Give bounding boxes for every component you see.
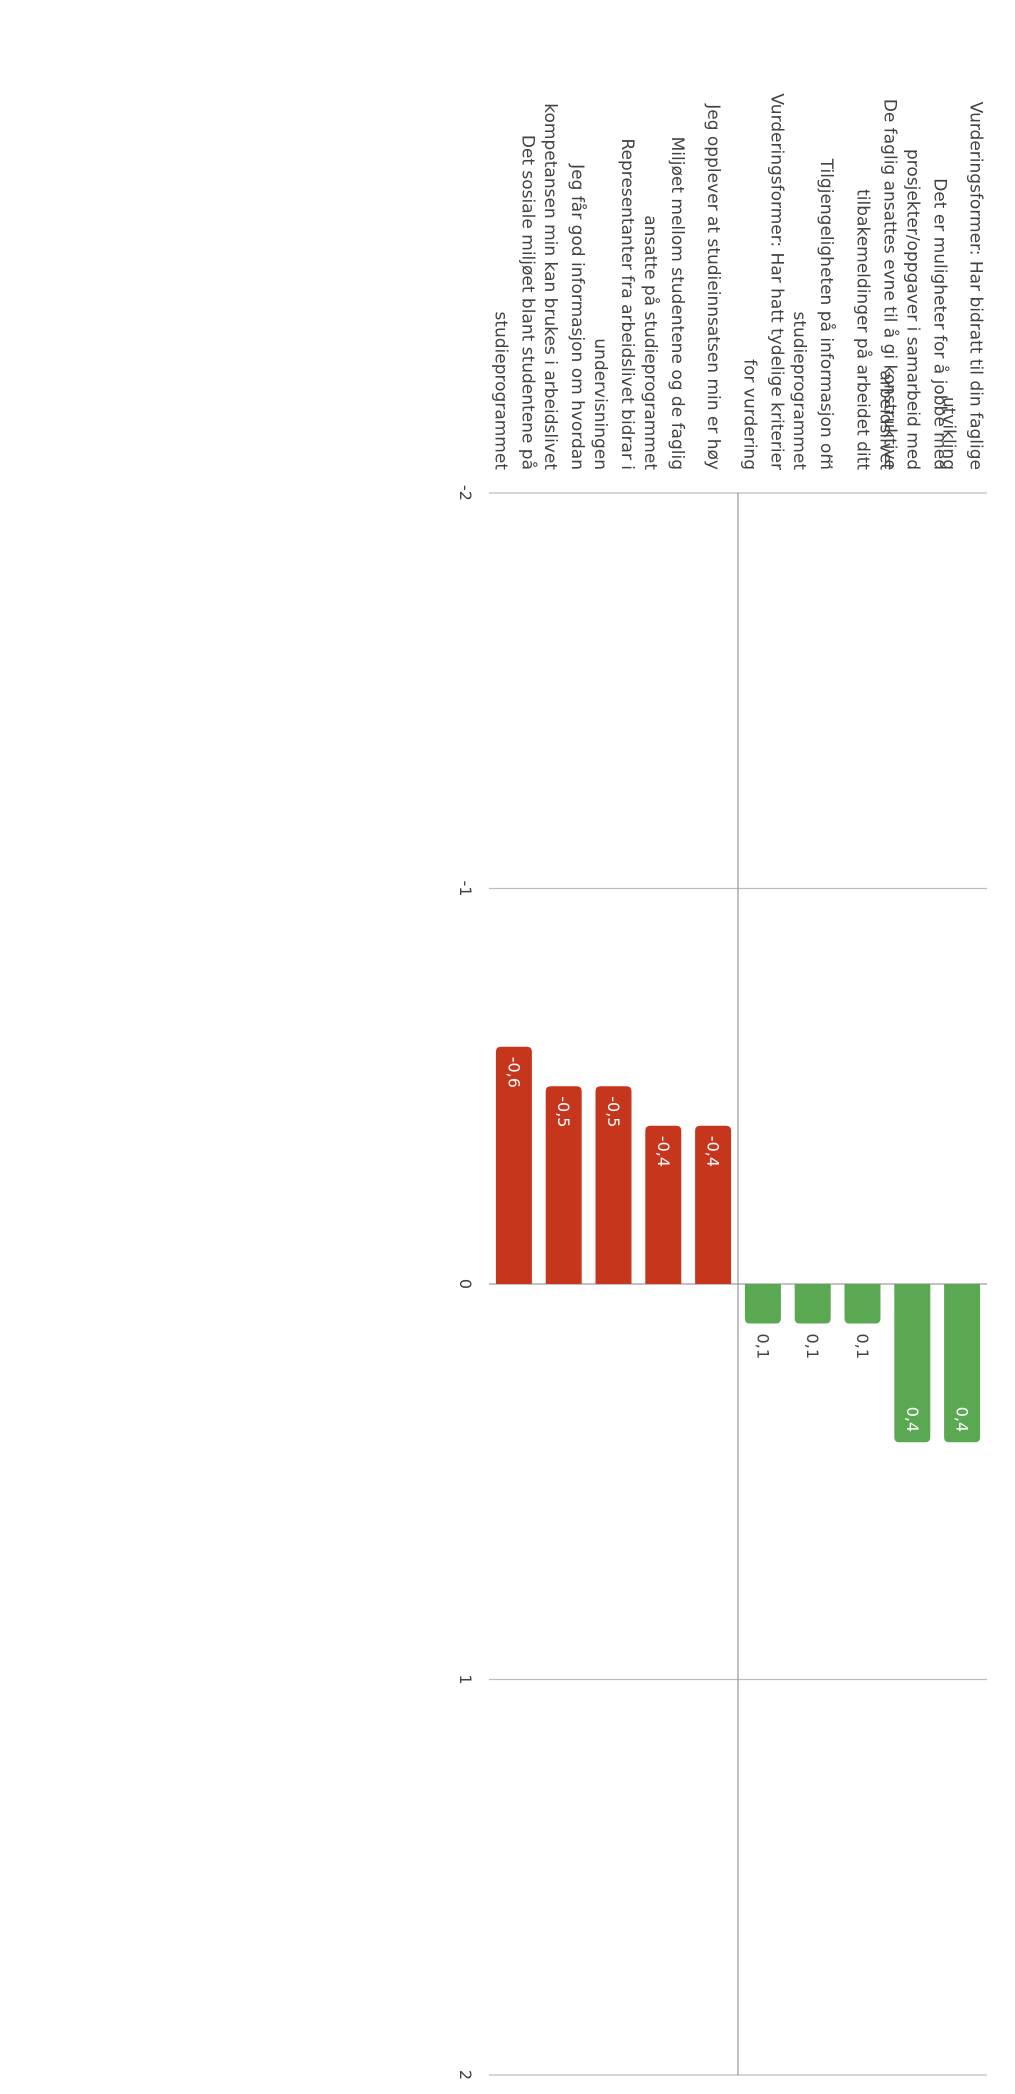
bar-value-label-7: -0,4: [654, 1136, 673, 1167]
bar-value-label-4: 0,1: [803, 1334, 822, 1359]
category-label-line: tilbakemeldinger på arbeidet ditt: [853, 189, 874, 470]
category-label-line: Det sosiale miljøet blant studentene på: [517, 135, 538, 470]
bar-1: [944, 1284, 981, 1443]
bar-10: [495, 1046, 532, 1284]
bar-value-label-5: 0,1: [753, 1334, 772, 1359]
category-label-9: Jeg får god informasjon om hvordan kompet…: [540, 103, 588, 470]
bar-value-label-2: 0,4: [903, 1407, 922, 1432]
category-labels: Vurderingsformer: Har bidratt til din fa…: [490, 93, 985, 470]
bar-9: [545, 1086, 582, 1284]
category-label-line: studieprogrammet: [789, 311, 809, 470]
bar-8: [595, 1086, 632, 1284]
bar-value-label-10: -0,6: [504, 1057, 523, 1088]
category-label-2: Det er muligheter for å jobbe med prosjek…: [875, 149, 950, 470]
bar-value-label-1: 0,4: [953, 1407, 972, 1432]
tick-label: 0: [456, 1279, 475, 1289]
bars: 0,4 0,4 0,1 0,1 0,1 -0,4 -0,4 -0,5 -0,5 -0,6: [495, 1046, 981, 1443]
category-label-line: Det er muligheter for å jobbe med: [929, 178, 950, 470]
bar-value-label-3: 0,1: [853, 1334, 872, 1359]
category-label-line: studieprogrammet: [490, 311, 510, 470]
tick-labels: -2 -1 0 1 2: [456, 485, 475, 2080]
category-label-7: Miljøet mellom studentene og de faglig an…: [640, 137, 687, 471]
category-label-line: for vurdering: [739, 359, 759, 470]
bar-2: [894, 1284, 931, 1443]
category-label-line: De faglig ansattes evne til å gi konstru…: [880, 99, 901, 470]
category-label-line: ...: [826, 454, 846, 470]
tick-label: -2: [456, 485, 475, 501]
tick-label: -1: [456, 881, 475, 897]
category-label-4: Tilgjengeligheten på informasjon om studi…: [789, 158, 837, 471]
category-label-line: utvikling: [939, 397, 959, 470]
category-label-line: Vurderingsformer: Har bidratt til din fa…: [966, 102, 986, 470]
category-label-10: Det sosiale miljøet blant studentene på s…: [490, 135, 538, 471]
category-label-line: Tilgjengeligheten på informasjon om: [816, 158, 837, 470]
bar-6: [695, 1125, 732, 1284]
bar-value-label-9: -0,5: [554, 1096, 573, 1127]
category-label-5: Vurderingsformer: Har hatt tydelige krit…: [739, 93, 786, 470]
tick-label: 2: [456, 2070, 475, 2080]
category-label-3: De faglig ansattes evne til å gi konstru…: [826, 99, 901, 470]
category-label-line: Representanter fra arbeidslivet bidrar i: [617, 138, 637, 470]
category-label-line: Jeg får god informasjon om hvordan: [567, 163, 588, 470]
category-label-line: undervisningen: [590, 338, 610, 470]
category-label-line: Jeg opplever at studieinnsatsen min er h…: [703, 103, 723, 470]
category-label-line: prosjekter/oppgaver i samarbeid med: [902, 149, 922, 470]
bar-3: [844, 1284, 881, 1324]
bar-4: [794, 1284, 831, 1324]
category-label-1: Vurderingsformer: Har bidratt til din fa…: [939, 102, 986, 470]
category-label-line: ansatte på studieprogrammet: [640, 215, 661, 470]
category-label-line: Vurderingsformer: Har hatt tydelige krit…: [766, 93, 786, 470]
category-label-line: kompetansen min kan brukes i arbeidslive…: [540, 103, 560, 470]
category-label-8: Representanter fra arbeidslivet bidrar i…: [590, 138, 637, 470]
bar-value-label-6: -0,4: [704, 1136, 723, 1167]
category-label-line: arbeidslivet: [875, 370, 895, 470]
bar-5: [744, 1284, 781, 1324]
category-label-6: Jeg opplever at studieinnsatsen min er h…: [703, 103, 723, 470]
bar-value-label-8: -0,5: [604, 1096, 623, 1127]
bar-7: [645, 1125, 682, 1284]
category-label-line: Miljøet mellom studentene og de faglig: [667, 137, 687, 470]
tick-label: 1: [456, 1674, 475, 1684]
